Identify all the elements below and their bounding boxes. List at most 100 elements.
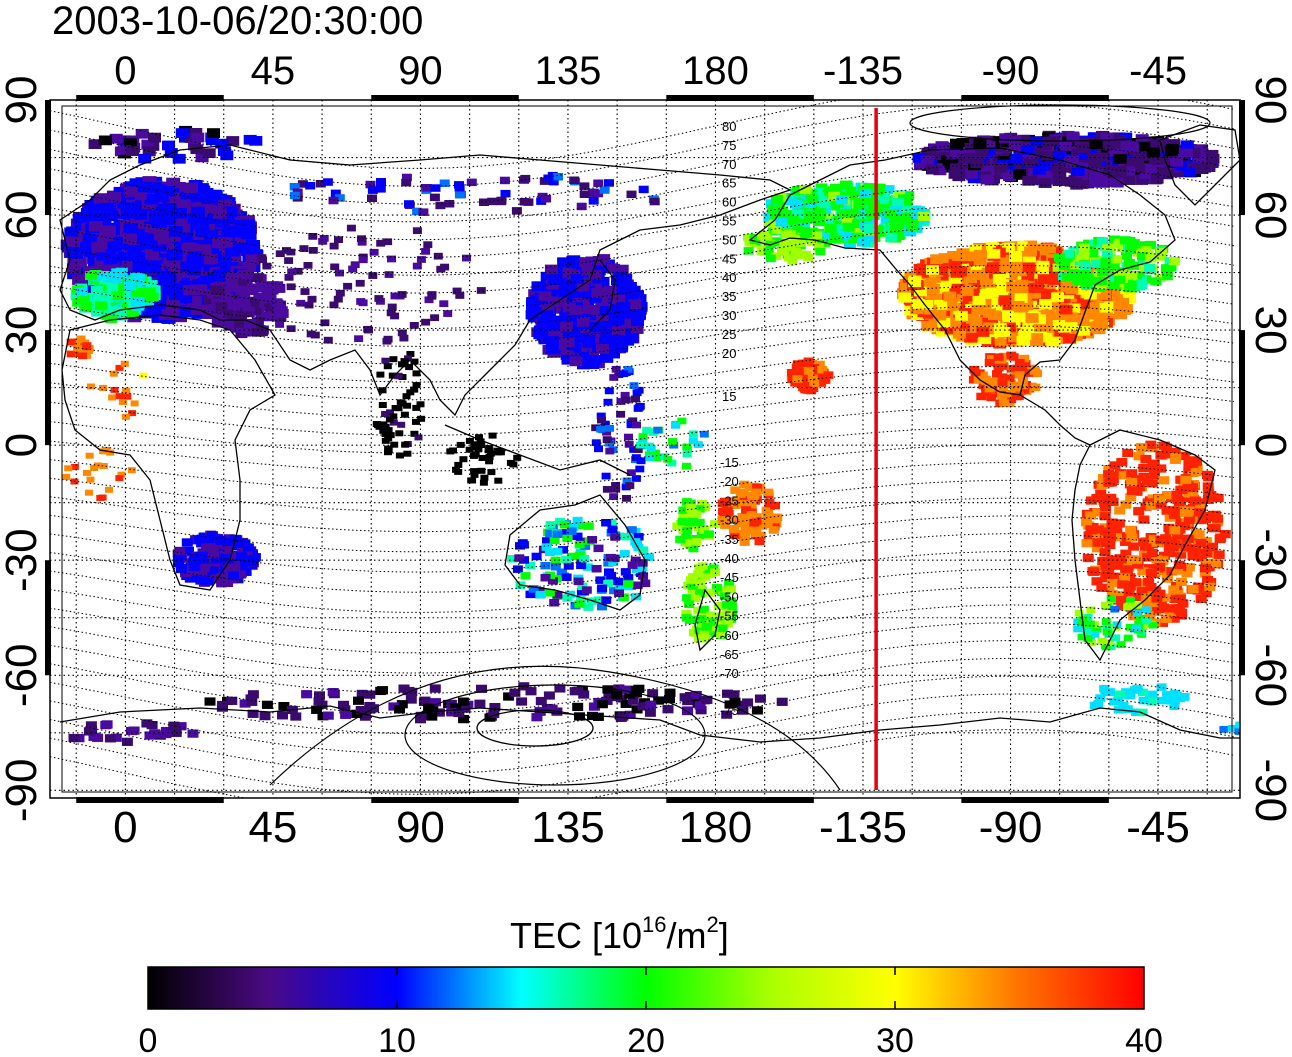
tec-cell xyxy=(605,447,615,455)
tec-cell xyxy=(978,334,992,345)
tec-cell xyxy=(421,248,431,255)
tec-cell xyxy=(794,193,807,202)
tec-cell xyxy=(597,584,608,592)
tec-cell xyxy=(88,300,101,310)
tec-cell xyxy=(581,266,595,276)
tec-cell xyxy=(729,525,739,534)
tec-cell xyxy=(1215,533,1227,542)
tec-cell xyxy=(1146,548,1158,558)
tec-cell xyxy=(1172,531,1184,540)
tec-cell xyxy=(234,318,247,328)
tec-cell xyxy=(1101,132,1115,143)
tec-cell xyxy=(948,259,962,269)
tec-cell xyxy=(681,539,692,547)
tec-cell xyxy=(1030,244,1044,254)
tec-cell xyxy=(973,376,984,384)
tec-cell xyxy=(994,162,1008,173)
tec-cell xyxy=(138,233,153,244)
tec-cell xyxy=(547,275,561,285)
tec-cell xyxy=(801,372,812,380)
tec-cell xyxy=(1087,132,1101,142)
tec-cell xyxy=(1126,486,1138,496)
tec-cell xyxy=(927,277,941,288)
tec-cell xyxy=(144,263,159,274)
tec-cell xyxy=(512,565,523,573)
tec-cell xyxy=(707,629,718,637)
tec-cell xyxy=(1168,585,1180,594)
tec-cell xyxy=(544,264,558,275)
tec-cell xyxy=(717,611,728,620)
tec-cell xyxy=(741,506,752,514)
tec-cell xyxy=(258,256,267,264)
tec-cell xyxy=(1116,595,1128,605)
tec-cell xyxy=(1099,684,1110,693)
tec-cell xyxy=(631,475,641,482)
tec-cell xyxy=(540,271,554,282)
tec-cell xyxy=(591,288,605,298)
tec-cell xyxy=(394,405,403,412)
tec-cell xyxy=(1150,173,1164,184)
tec-cell xyxy=(412,227,422,235)
tec-cell xyxy=(908,277,922,288)
tec-cell xyxy=(1126,142,1139,153)
tec-cell xyxy=(103,273,116,283)
tec-cell xyxy=(770,209,783,219)
tec-cell xyxy=(684,616,695,624)
tec-cell xyxy=(556,568,567,576)
tec-cell xyxy=(600,420,610,428)
tec-cell xyxy=(525,309,539,320)
tec-cell xyxy=(1030,383,1041,392)
tec-cell xyxy=(1136,614,1146,622)
tec-cell xyxy=(902,206,915,215)
tec-cell xyxy=(926,283,940,294)
tec-cell xyxy=(1154,494,1165,503)
tec-cell xyxy=(976,244,990,255)
tec-cell xyxy=(1022,262,1036,273)
tec-cell xyxy=(945,146,959,157)
tec-cell xyxy=(303,262,313,269)
tec-cell xyxy=(143,287,156,297)
tec-cell xyxy=(146,292,159,302)
tec-cell xyxy=(574,521,585,530)
tec-cell xyxy=(385,416,394,423)
tec-cell xyxy=(323,336,333,344)
tec-cell xyxy=(1025,157,1039,168)
tec-cell xyxy=(513,454,522,461)
tec-cell xyxy=(1018,330,1032,340)
tec-cell xyxy=(1039,140,1052,151)
tec-cell xyxy=(1106,643,1116,651)
tec-cell xyxy=(711,583,722,592)
tec-cell xyxy=(1119,537,1131,546)
tec-cell xyxy=(1076,143,1090,154)
tec-cell xyxy=(1135,163,1149,173)
tec-cell xyxy=(700,503,711,511)
tec-cell xyxy=(594,596,604,604)
tec-cell xyxy=(739,538,750,546)
tec-cell xyxy=(1161,272,1173,281)
tec-cell xyxy=(208,272,222,283)
tec-cell xyxy=(307,295,317,303)
tec-cell xyxy=(771,252,782,260)
tec-cell xyxy=(1059,141,1073,151)
tec-cell xyxy=(1101,618,1111,625)
tec-cell xyxy=(591,565,602,573)
tec-cell xyxy=(1165,604,1177,613)
tec-cell xyxy=(66,338,76,346)
tec-cell xyxy=(241,219,256,231)
tec-cell xyxy=(1138,696,1149,705)
tec-cell xyxy=(1113,691,1124,700)
tec-cell xyxy=(1132,602,1142,609)
tec-cell xyxy=(334,236,343,244)
tec-cell xyxy=(889,215,902,225)
tec-cell xyxy=(176,199,191,210)
tec-cell xyxy=(833,222,846,232)
tec-cell xyxy=(226,272,239,282)
tec-cell xyxy=(1038,274,1051,284)
tec-cell xyxy=(1001,310,1015,320)
tec-cell xyxy=(162,257,177,269)
tec-cell xyxy=(1187,148,1201,158)
tec-cell xyxy=(1110,533,1122,542)
tec-cell xyxy=(928,319,942,329)
tec-cell xyxy=(1126,477,1138,487)
